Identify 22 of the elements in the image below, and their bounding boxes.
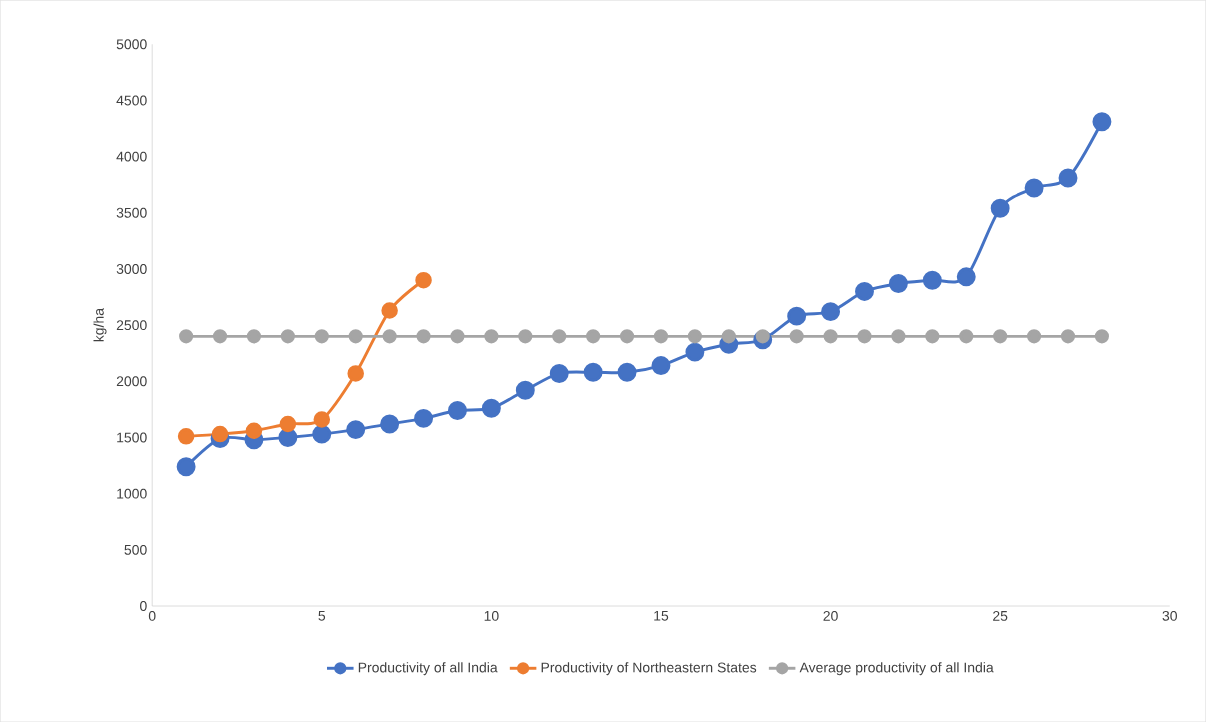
y-tick-label: 4000 <box>116 151 147 162</box>
legend-label: Average productivity of all India <box>799 662 994 676</box>
y-tick-label: 4500 <box>116 95 147 106</box>
x-tick-label: 0 <box>148 610 156 621</box>
x-tick-label: 25 <box>993 610 1008 621</box>
y-tick-label: 5000 <box>116 39 147 50</box>
y-axis-title: kg/ha <box>93 307 107 342</box>
y-tick-label: 1500 <box>117 432 147 443</box>
legend-label: Productivity of Northeastern States <box>541 662 757 676</box>
y-tick-label: 0 <box>140 600 147 611</box>
y-tick-label: 3500 <box>116 207 147 218</box>
x-tick-label: 10 <box>484 610 499 621</box>
y-tick-label: 2500 <box>116 320 147 330</box>
x-tick-label: 30 <box>1162 610 1177 621</box>
x-tick-label: 15 <box>654 610 669 621</box>
legend-label: Productivity of all India <box>358 662 498 676</box>
y-tick-label: 500 <box>124 544 147 555</box>
y-tick-label: 3000 <box>116 263 147 274</box>
y-tick-label: 2000 <box>116 376 147 387</box>
y-tick-label: 1000 <box>117 488 147 499</box>
x-tick-label: 5 <box>318 610 326 621</box>
x-tick-label: 20 <box>823 610 838 621</box>
